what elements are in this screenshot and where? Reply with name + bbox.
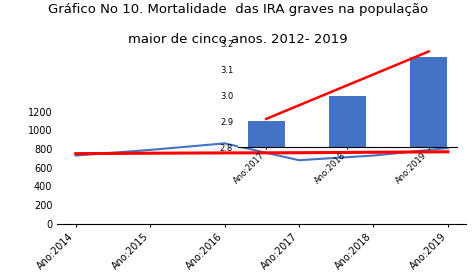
Text: maior de cinco anos. 2012- 2019: maior de cinco anos. 2012- 2019 — [128, 33, 348, 46]
Text: Gráfico No 10. Mortalidade  das IRA graves na população: Gráfico No 10. Mortalidade das IRA grave… — [48, 3, 428, 16]
Bar — [248, 121, 285, 147]
Bar — [329, 96, 366, 147]
Bar — [410, 57, 447, 147]
